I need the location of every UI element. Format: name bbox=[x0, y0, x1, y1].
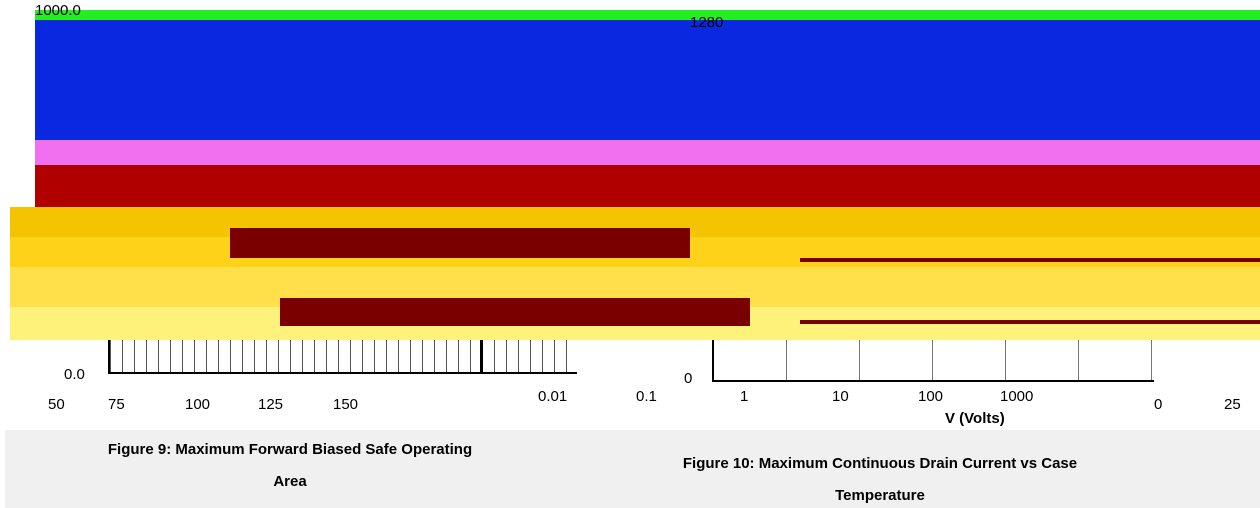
label: 0 bbox=[684, 370, 693, 387]
x-label: 25 bbox=[1224, 396, 1241, 413]
x-label: 125 bbox=[258, 396, 284, 413]
label: 1000.0 bbox=[35, 2, 81, 19]
band bbox=[35, 20, 1260, 140]
x-label: 10 bbox=[832, 388, 849, 405]
x-label: 1000 bbox=[1000, 388, 1034, 405]
frame bbox=[712, 340, 1154, 382]
x-label: 50 bbox=[48, 396, 65, 413]
x-label: 1 bbox=[740, 388, 749, 405]
axis-title: V (Volts) bbox=[945, 410, 1005, 427]
label: 0.0 bbox=[64, 366, 85, 383]
x-label: 100 bbox=[185, 396, 211, 413]
caption-area bbox=[5, 430, 1260, 508]
label: 1280 bbox=[690, 14, 724, 31]
frame bbox=[108, 340, 577, 374]
frame bbox=[480, 340, 483, 374]
block bbox=[800, 320, 1260, 324]
block bbox=[280, 298, 750, 326]
caption: Figure 10: Maximum Continuous Drain Curr… bbox=[682, 455, 1078, 504]
x-label: 0.01 bbox=[538, 388, 568, 405]
x-label: 0.1 bbox=[636, 388, 657, 405]
x-label: 0 bbox=[1154, 396, 1163, 413]
band bbox=[35, 140, 1260, 165]
block bbox=[800, 258, 1260, 262]
x-label: 75 bbox=[108, 396, 125, 413]
x-label: 150 bbox=[333, 396, 359, 413]
block bbox=[230, 228, 690, 258]
x-label: 100 bbox=[918, 388, 944, 405]
band bbox=[35, 10, 1260, 20]
band bbox=[35, 165, 1260, 207]
caption: Figure 9: Maximum Forward Biased Safe Op… bbox=[107, 441, 473, 490]
